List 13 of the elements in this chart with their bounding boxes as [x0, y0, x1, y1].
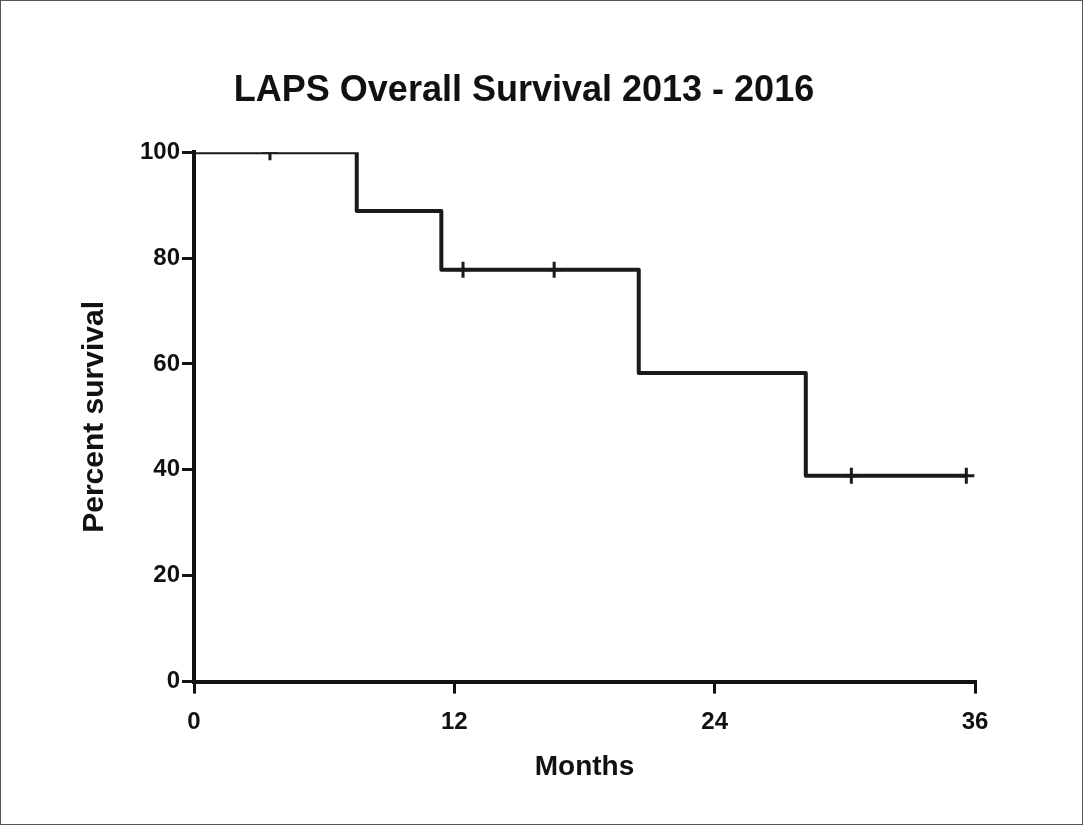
y-tick-label: 80 — [153, 242, 181, 270]
chart-title: LAPS Overall Survival 2013 - 2016 — [233, 67, 815, 109]
x-tick-label: 12 — [441, 706, 468, 734]
y-tick-label: 100 — [140, 136, 181, 164]
x-axis-title: Months — [534, 749, 635, 781]
y-tick-label: 40 — [153, 454, 181, 482]
y-tick-label: 60 — [153, 348, 181, 376]
x-tick-label: 0 — [187, 706, 201, 734]
y-axis-title: Percent survival — [76, 301, 110, 533]
x-tick-label: 24 — [701, 706, 729, 734]
y-tick-label: 20 — [153, 560, 181, 588]
x-tick-label: 36 — [961, 706, 989, 734]
y-tick-label: 0 — [166, 666, 181, 694]
